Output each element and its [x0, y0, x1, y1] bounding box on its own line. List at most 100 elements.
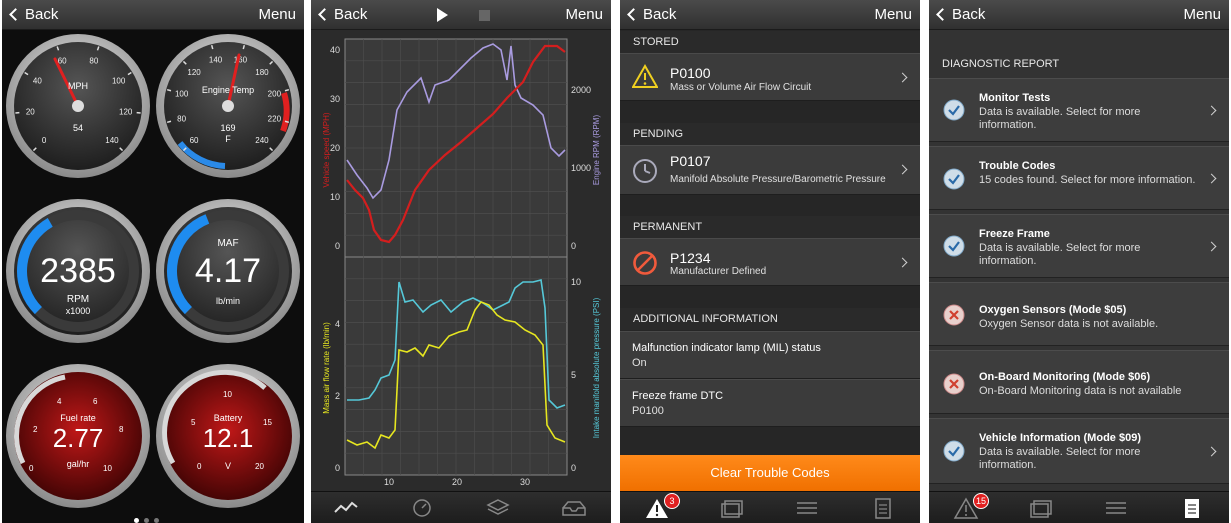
speed-tick-60: 60	[58, 57, 67, 66]
tab-bar: 3	[620, 491, 920, 523]
report-header: DIAGNOSTIC REPORT	[942, 58, 1060, 70]
rpm-label: RPM	[66, 294, 90, 305]
report-sub: Data is available. Select for more infor…	[979, 446, 1141, 471]
navbar: Back Menu	[620, 0, 920, 30]
permanent-code-row[interactable]: P1234 Manufacturer Defined	[620, 238, 920, 286]
temp-value: 169	[220, 123, 236, 133]
additional-header: ADDITIONAL INFORMATION	[620, 308, 920, 330]
speed-gauge[interactable]: 0 20 40 60 80 100 120 140 MPH 54	[5, 33, 151, 179]
battery-dial	[156, 364, 300, 508]
engine-temp-gauge[interactable]: 60 80 100 120 140 160 180 200 220 240 Engine Temp…	[155, 33, 301, 179]
temp-tick-160: 160	[234, 56, 248, 65]
list-tab-icon[interactable]	[792, 496, 822, 520]
rpm-dial	[6, 199, 150, 343]
mil-status-row: Malfunction indicator lamp (MIL) status …	[620, 331, 920, 379]
check-circle-icon	[943, 235, 965, 257]
dashboard-screen: Back Menu 0 20 40 60 80 100 120 140 MPH 54 60 80…	[2, 0, 304, 523]
report-tab-icon[interactable]	[1177, 496, 1207, 520]
layers-tab-icon[interactable]	[483, 496, 513, 520]
report-title: Trouble Codes	[979, 160, 1056, 172]
clock-icon	[633, 159, 657, 183]
fuel-rate-label: Fuel rate	[60, 413, 96, 423]
warning-tab-icon[interactable]	[951, 496, 981, 520]
navbar: Back Menu	[2, 0, 304, 30]
speed-axis-label: Vehicle speed (MPH)	[322, 112, 331, 187]
stored-code-row[interactable]: P0100 Mass or Volume Air Flow Circuit	[620, 53, 920, 101]
permanent-code: P1234	[670, 250, 711, 266]
map-series	[347, 279, 566, 409]
maf-tick: 0	[335, 463, 340, 473]
fuel-rate-gauge[interactable]: Fuel rate 2.77 gal/hr 0 2 4 6 8 10	[5, 363, 151, 509]
chevron-right-icon	[897, 257, 908, 268]
check-circle-icon	[943, 440, 965, 462]
chevron-right-icon	[1206, 446, 1217, 457]
report-row-freeze-frame[interactable]: Freeze Frame Data is available. Select f…	[929, 214, 1229, 278]
report-row-on-board-monitoring[interactable]: On-Board Monitoring (Mode $06) On-Board …	[929, 350, 1229, 414]
report-row-monitor-tests[interactable]: Monitor Tests Data is available. Select …	[929, 78, 1229, 142]
chevron-right-icon	[1206, 105, 1217, 116]
speed-needle	[53, 57, 80, 108]
fuel-rate-dial	[6, 364, 150, 508]
graph-screen: Back Menu 0 10 20 30 40 0 1000 2000 0 2 4 0 5 10 10 20 3…	[311, 0, 611, 523]
fuel-rate-value: 2.77	[52, 423, 104, 453]
rpm-gauge[interactable]: 2385 RPM x1000	[5, 198, 151, 344]
pending-code-row[interactable]: P0107 Manifold Absolute Pressure/Baromet…	[620, 145, 920, 195]
time-tick: 20	[452, 477, 462, 487]
page-indicator[interactable]	[134, 516, 174, 523]
battery-tick-20: 20	[255, 462, 264, 471]
gauge-tab-icon[interactable]	[407, 496, 437, 520]
back-button[interactable]: Back	[626, 6, 676, 23]
back-button[interactable]: Back	[317, 6, 367, 23]
battery-gauge[interactable]: Battery 12.1 V 0 5 10 15 20	[155, 363, 301, 509]
freeze-frame-tab-icon[interactable]	[718, 496, 748, 520]
chevron-right-icon	[1206, 173, 1217, 184]
report-row-trouble-codes[interactable]: Trouble Codes 15 codes found. Select for…	[929, 146, 1229, 210]
rpm-value: 2385	[40, 252, 116, 290]
clear-trouble-codes-button[interactable]: Clear Trouble Codes	[620, 455, 920, 491]
stop-icon[interactable]	[479, 10, 490, 21]
ffdtc-label: Freeze frame DTC	[632, 390, 724, 402]
engine-temp-dial: 60 80 100 120 140 160 180 200 220 240	[156, 34, 300, 178]
speed-tick-20: 20	[26, 107, 35, 116]
battery-label: Battery	[213, 413, 243, 423]
maf-tick: 2	[335, 391, 340, 401]
temp-tick-60: 60	[190, 136, 199, 145]
temp-tick-220: 220	[268, 114, 282, 123]
maf-gauge[interactable]: MAF 4.17 lb/min	[155, 198, 301, 344]
play-icon[interactable]	[437, 8, 448, 22]
graph-tab-icon[interactable]	[331, 496, 361, 520]
menu-button[interactable]: Menu	[874, 6, 912, 23]
battery-value: 12.1	[202, 423, 254, 453]
report-row-vehicle-information[interactable]: Vehicle Information (Mode $09) Data is a…	[929, 418, 1229, 484]
back-button[interactable]: Back	[8, 6, 58, 23]
menu-button[interactable]: Menu	[258, 6, 296, 23]
menu-button[interactable]: Menu	[565, 6, 603, 23]
maf-axis-label: Mass air flow rate (lb/min)	[322, 322, 331, 414]
warning-tab-icon[interactable]	[642, 496, 672, 520]
battery-tick-15: 15	[263, 418, 272, 427]
temp-unit: F	[225, 134, 231, 144]
report-title: Monitor Tests	[979, 92, 1051, 104]
temp-tick-240: 240	[255, 136, 269, 145]
navbar: Back Menu	[929, 0, 1229, 30]
time-tick: 10	[384, 477, 394, 487]
warning-icon	[632, 64, 658, 88]
ffdtc-value: P0100	[632, 405, 664, 417]
speed-tick: 30	[330, 94, 340, 104]
back-button[interactable]: Back	[935, 6, 985, 23]
inbox-tab-icon[interactable]	[559, 496, 589, 520]
freeze-frame-tab-icon[interactable]	[1027, 496, 1057, 520]
list-tab-icon[interactable]	[1101, 496, 1131, 520]
speed-tick-140: 140	[105, 136, 119, 145]
speed-label: MPH	[68, 81, 88, 91]
report-title: Vehicle Information (Mode $09)	[979, 432, 1141, 444]
stored-desc: Mass or Volume Air Flow Circuit	[670, 82, 812, 93]
permanent-header: PERMANENT	[620, 216, 920, 238]
report-tab-icon[interactable]	[868, 496, 898, 520]
report-title: Oxygen Sensors (Mode $05)	[979, 304, 1127, 316]
report-row-oxygen-sensors[interactable]: Oxygen Sensors (Mode $05) Oxygen Sensor …	[929, 282, 1229, 346]
error-circle-icon	[943, 373, 965, 395]
diagnostic-report-screen: Back Menu DIAGNOSTIC REPORT Monitor Test…	[929, 0, 1229, 523]
menu-button[interactable]: Menu	[1183, 6, 1221, 23]
